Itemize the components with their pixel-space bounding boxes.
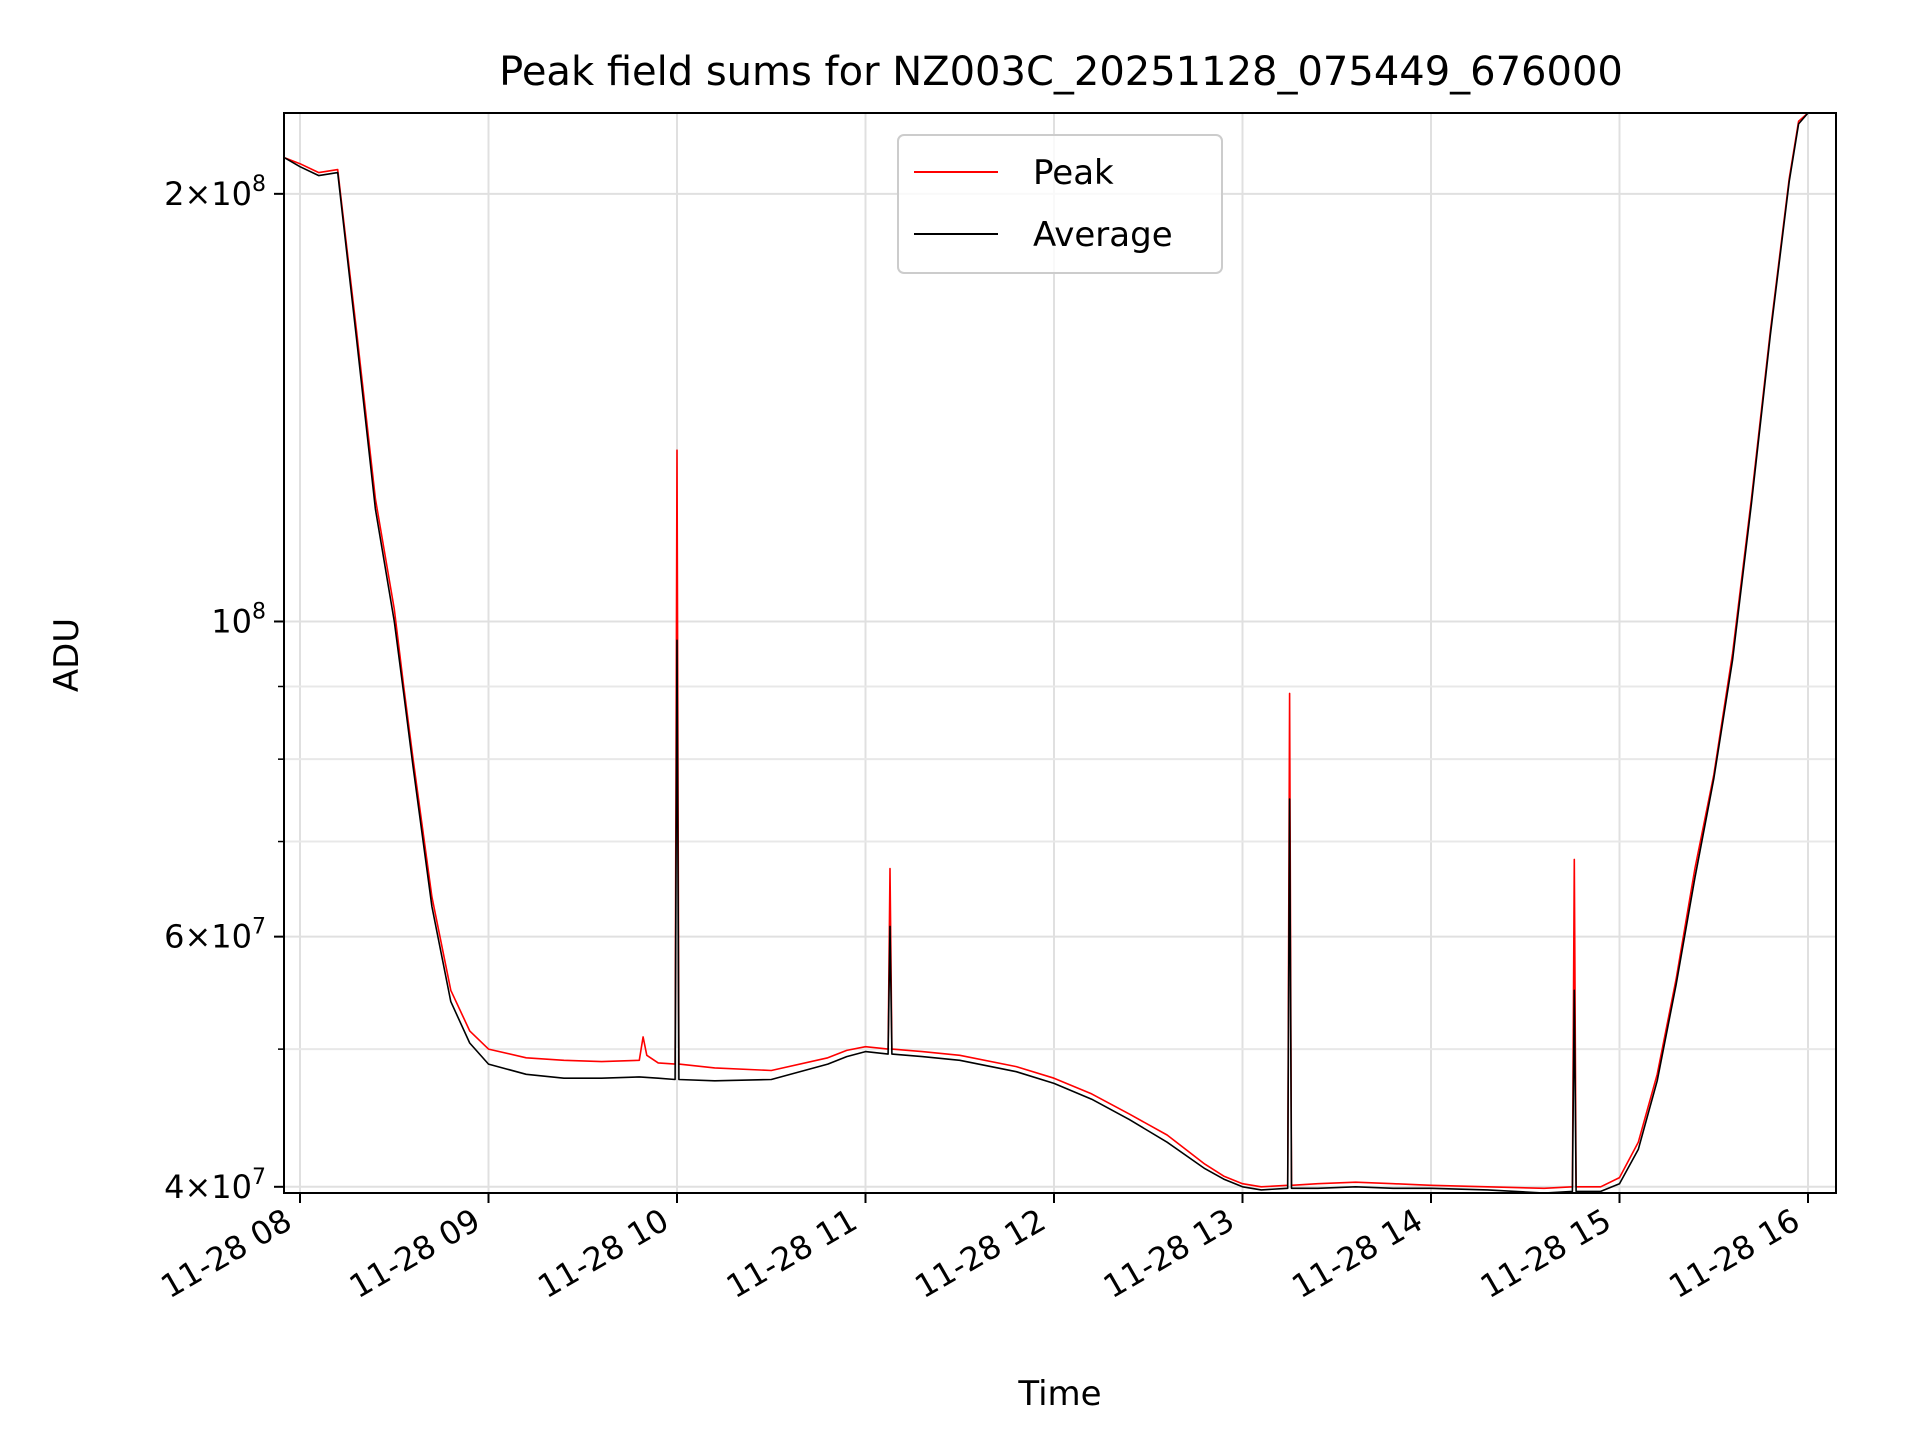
legend-peak-label: Peak: [1033, 153, 1114, 193]
x-axis-label: Time: [1017, 1374, 1101, 1414]
chart-title: Peak field sums for NZ003C_20251128_0754…: [499, 49, 1623, 95]
legend-box: [897, 134, 1223, 274]
y-axis: 4×107 6×107 108 2×108: [164, 172, 284, 1206]
y-tick-label: 108: [211, 599, 266, 640]
y-tick-label: 2×108: [164, 172, 266, 213]
y-tick-label: 4×107: [164, 1165, 266, 1206]
series-lines: [284, 112, 1818, 1194]
series-line-peak: [284, 112, 1818, 1190]
series-line-average: [284, 112, 1818, 1194]
plot-frame: [283, 112, 1837, 1194]
legend-average-label: Average: [1033, 215, 1173, 255]
y-tick-label: 6×107: [164, 915, 266, 956]
y-axis-label: ADU: [47, 618, 87, 692]
legend: Peak Average: [897, 134, 1223, 274]
